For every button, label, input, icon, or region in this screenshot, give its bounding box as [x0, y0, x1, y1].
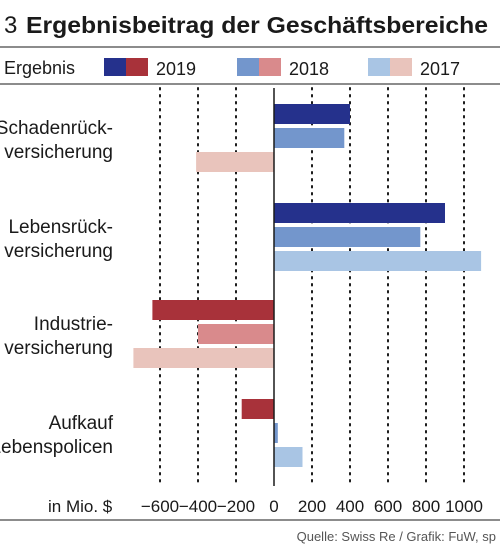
- legend-swatch-positive-2018: [237, 58, 259, 76]
- bar-2019: [274, 104, 350, 124]
- bar-2017: [196, 152, 274, 172]
- chart-title: Ergebnisbeitrag der Geschäftsbereiche: [26, 12, 488, 38]
- legend-label-2019: 2019: [156, 59, 196, 79]
- x-tick-label: −200: [217, 497, 255, 516]
- legend-swatch-negative-2019: [126, 58, 148, 76]
- legend-label-2017: 2017: [420, 59, 460, 79]
- category-label: versicherung: [4, 142, 113, 163]
- x-tick-label: 200: [298, 497, 326, 516]
- legend: 2019 2018 2017: [104, 58, 460, 79]
- category-label: Lebensrück-: [8, 217, 113, 238]
- legend-swatch-positive-2017: [368, 58, 390, 76]
- x-tick-label: 400: [336, 497, 364, 516]
- legend-label-2018: 2018: [289, 59, 329, 79]
- category-label: Industrie-: [34, 314, 113, 335]
- category-label: Aufkauf: [49, 413, 114, 434]
- x-tick-label: 1000: [445, 497, 483, 516]
- chart-number: 3: [4, 12, 17, 39]
- bar-2018: [198, 324, 274, 344]
- category-label: versicherung: [4, 241, 113, 262]
- bar-2018: [274, 423, 278, 443]
- category-label: Lebenspolicen: [0, 437, 113, 458]
- x-tick-label: −600: [141, 497, 179, 516]
- x-tick-label: 800: [412, 497, 440, 516]
- bar-2019: [152, 300, 274, 320]
- legend-label: Ergebnis: [4, 58, 75, 78]
- bars: [133, 104, 482, 467]
- legend-swatch-negative-2018: [259, 58, 281, 76]
- bar-2018: [274, 227, 421, 247]
- bar-2019: [241, 399, 274, 419]
- x-tick-label: −400: [179, 497, 217, 516]
- x-tick-labels: −600 −400 −200 0 200 400 600 800 1000: [141, 497, 483, 516]
- category-label: versicherung: [4, 338, 113, 359]
- bar-2017: [274, 447, 303, 467]
- bar-2019: [274, 203, 445, 223]
- category-labels: Schadenrück-versicherung Lebensrück-versi…: [0, 118, 114, 458]
- legend-swatch-negative-2017: [390, 58, 412, 76]
- bar-2018: [274, 128, 345, 148]
- category-label: Schadenrück-: [0, 118, 113, 139]
- bar-2017: [133, 348, 274, 368]
- source-note: Quelle: Swiss Re / Grafik: FuW, sp: [297, 529, 496, 544]
- x-axis-unit: in Mio. $: [48, 497, 113, 516]
- x-tick-label: 600: [374, 497, 402, 516]
- bar-2017: [274, 251, 482, 271]
- legend-swatch-positive-2019: [104, 58, 126, 76]
- x-tick-label: 0: [269, 497, 278, 516]
